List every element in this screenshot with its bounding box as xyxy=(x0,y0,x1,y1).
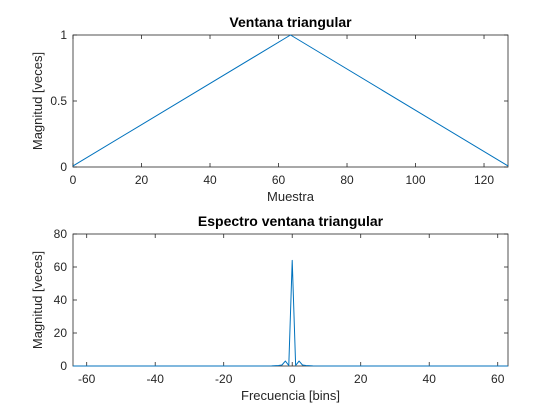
y-tick-label: 60 xyxy=(54,260,68,274)
chart-title: Espectro ventana triangular xyxy=(198,213,384,229)
y-tick-label: 20 xyxy=(54,326,68,340)
x-tick-label: 100 xyxy=(406,173,426,187)
x-axis-label: Muestra xyxy=(267,189,315,204)
y-axis-label: Magnitud [veces] xyxy=(30,251,45,349)
y-tick-label: 80 xyxy=(54,227,68,241)
x-tick-label: 40 xyxy=(423,372,437,386)
axes-frame xyxy=(72,34,509,168)
x-tick-label: 20 xyxy=(354,372,368,386)
series-line xyxy=(72,34,509,167)
x-tick-label: -60 xyxy=(78,372,96,386)
x-tick-label: 0 xyxy=(70,173,77,187)
plot-ventana-triangular: 0 20 40 60 80 100 120 0 0.5 1 Ventana triangular Mu… xyxy=(30,14,509,204)
x-tick-label: -40 xyxy=(147,372,165,386)
y-axis-label: Magnitud [veces] xyxy=(30,52,45,150)
y-tick-label: 40 xyxy=(54,293,68,307)
y-tick-label: 0 xyxy=(60,160,67,174)
y-tick-label: 1 xyxy=(60,28,67,42)
y-tick-label: 0 xyxy=(60,359,67,373)
y-tick-label: 0.5 xyxy=(50,94,67,108)
series-line xyxy=(73,259,508,367)
chart-title: Ventana triangular xyxy=(229,14,352,30)
x-tick-label: 60 xyxy=(491,372,505,386)
x-tick-label: 60 xyxy=(272,173,286,187)
x-tick-label: 120 xyxy=(474,173,494,187)
x-tick-label: 0 xyxy=(289,372,296,386)
x-tick-label: 40 xyxy=(203,173,217,187)
x-axis-label: Frecuencia [bins] xyxy=(241,388,340,403)
x-tick-label: -20 xyxy=(215,372,233,386)
x-tick-label: 20 xyxy=(135,173,149,187)
plot-espectro-ventana-triangular: -60 -40 -20 0 20 40 60 0 20 40 60 80 Espectro ventan… xyxy=(30,213,509,403)
x-tick-label: 80 xyxy=(340,173,354,187)
